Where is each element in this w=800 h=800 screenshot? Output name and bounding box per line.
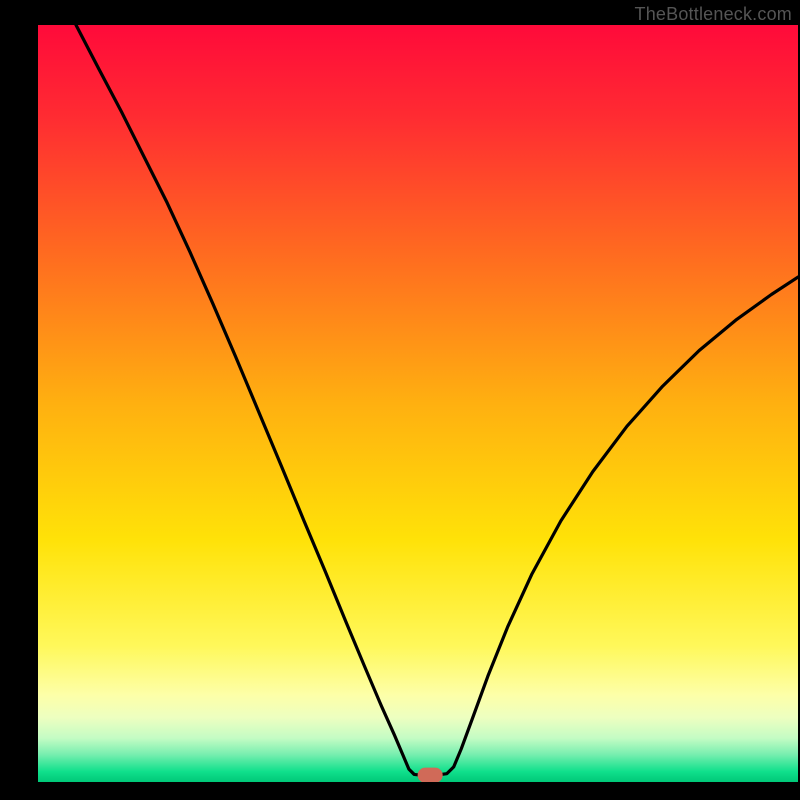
plot-area (38, 25, 798, 783)
minimum-marker (418, 768, 443, 783)
watermark-label: TheBottleneck.com (635, 4, 792, 25)
chart-container: TheBottleneck.com (0, 0, 800, 800)
bottleneck-chart (0, 0, 800, 800)
gradient-background (38, 25, 798, 782)
